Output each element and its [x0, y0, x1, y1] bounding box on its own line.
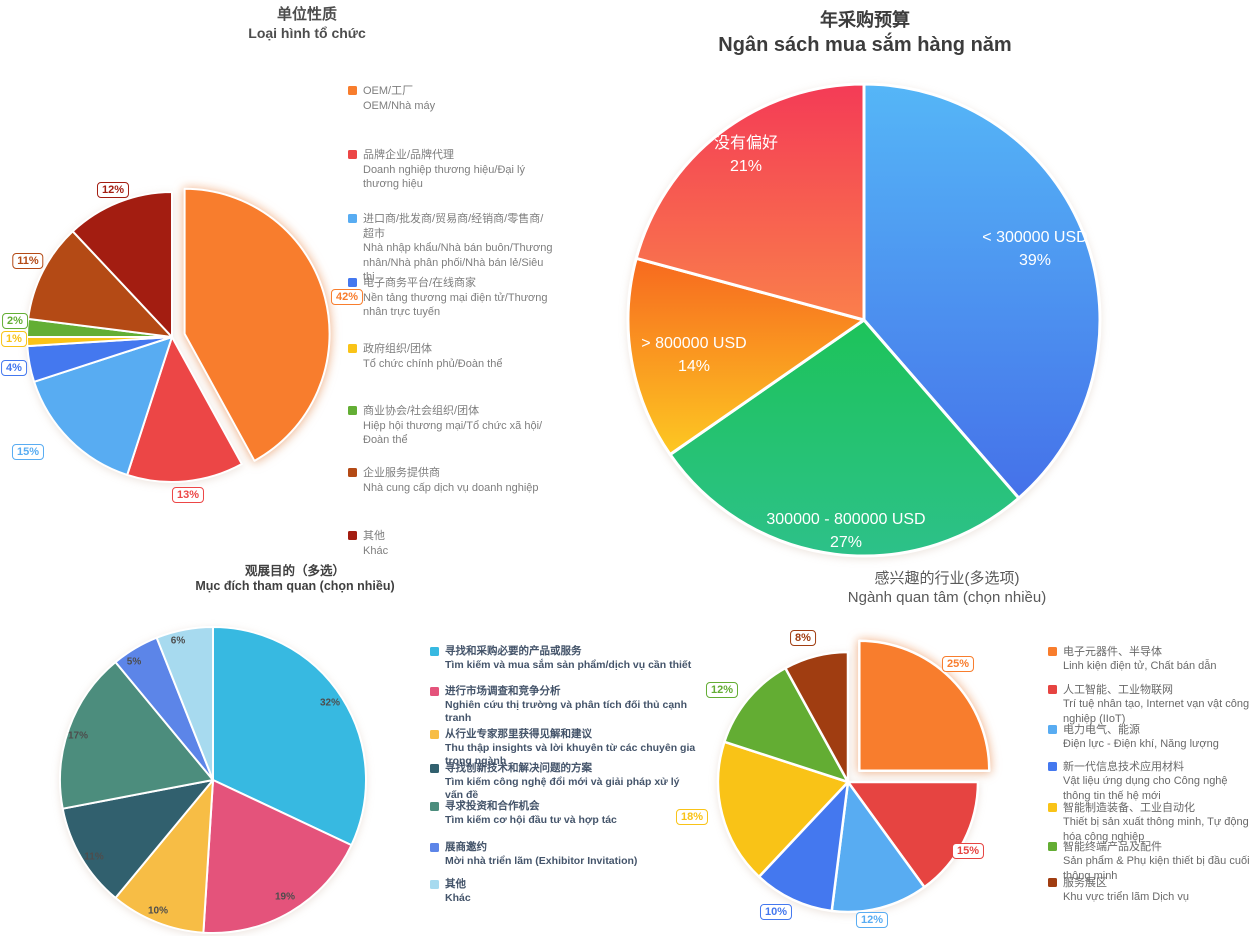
pie-slice-industry-0	[858, 639, 991, 772]
pie-slice-budget-1	[668, 318, 1021, 558]
pie-slice-org-type-7	[71, 191, 173, 338]
visit-purpose-title: 观展目的（多选） Mục đích tham quan (chọn nhiều)	[95, 560, 495, 593]
pie-slice-visit-purpose-3	[61, 779, 214, 899]
pie-slice-industry-1	[846, 780, 980, 889]
budget-title: 年采购预算 Ngân sách mua sắm hàng năm	[640, 6, 1090, 57]
visit-purpose-title-cn: 观展目的（多选）	[244, 564, 345, 578]
pie-slice-org-type-6	[27, 230, 173, 338]
org-type-title-cn: 单位性质	[276, 6, 337, 23]
pie-slice-visit-purpose-0	[212, 626, 367, 847]
budget-title-cn: 年采购预算	[820, 10, 910, 30]
org-type-title-vi: Loại hình tổ chức	[248, 25, 366, 41]
pie-slice-industry-3	[757, 780, 850, 913]
pie-slice-industry-5	[723, 666, 850, 784]
pie-slice-visit-purpose-4	[59, 661, 214, 810]
org-type-title: 单位性质 Loại hình tổ chức	[107, 3, 507, 41]
pie-slice-budget-3	[634, 82, 866, 322]
budget-title-vi: Ngân sách mua sắm hàng năm	[718, 34, 1012, 56]
pie-slice-visit-purpose-6	[155, 626, 214, 781]
industry-title: 感兴趣的行业(多选项) Ngành quan tâm (chọn nhiều)	[747, 567, 1147, 606]
pie-slice-org-type-0	[183, 187, 331, 462]
pie-slice-industry-4	[716, 740, 850, 879]
pie-slice-org-type-1	[126, 336, 243, 483]
pie-slice-budget-0	[862, 82, 1102, 500]
pie-slice-visit-purpose-1	[202, 779, 353, 935]
pie-slice-industry-2	[830, 780, 926, 914]
industry-title-vi: Ngành quan tâm (chọn nhiều)	[847, 589, 1047, 606]
pie-slice-industry-6	[784, 650, 850, 784]
visit-purpose-title-vi: Mục đích tham quan (chọn nhiều)	[195, 579, 395, 593]
pie-slice-visit-purpose-2	[114, 779, 214, 934]
industry-title-cn: 感兴趣的行业(多选项)	[874, 570, 1020, 587]
pie-slice-budget-2	[626, 256, 866, 457]
